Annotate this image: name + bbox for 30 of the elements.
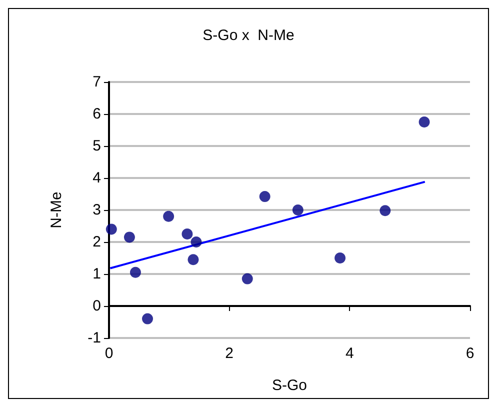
point <box>142 313 154 324</box>
point <box>190 236 202 248</box>
point <box>380 205 391 216</box>
point <box>242 273 253 284</box>
point <box>163 210 174 222</box>
point <box>130 266 141 278</box>
point <box>106 224 117 235</box>
point <box>188 254 199 266</box>
point <box>259 191 270 202</box>
y-tick-label: 4 <box>92 170 101 186</box>
y-tick-label: 2 <box>92 234 101 250</box>
y-tick-label: 7 <box>92 74 101 90</box>
y-axis-title: N-Me <box>48 192 65 228</box>
x-tick-label: 0 <box>104 345 114 362</box>
point <box>334 252 346 264</box>
x-tick-label: 4 <box>345 345 354 362</box>
x-tick-label: 2 <box>225 345 234 362</box>
x-tick-label: 6 <box>466 345 474 362</box>
y-tick-label: 3 <box>92 202 101 218</box>
y-tick-label: 0 <box>92 298 101 314</box>
y-tick-label: -1 <box>88 330 101 346</box>
point <box>292 204 304 216</box>
chart-title: S-Go x N-Me <box>202 27 294 44</box>
point <box>124 232 135 243</box>
y-tick-label: 1 <box>92 266 101 282</box>
y-tick-label: 5 <box>92 138 101 154</box>
point <box>182 228 193 240</box>
point <box>418 116 430 128</box>
y-tick-label: 6 <box>92 106 101 122</box>
x-axis-title: S-Go <box>272 377 308 394</box>
